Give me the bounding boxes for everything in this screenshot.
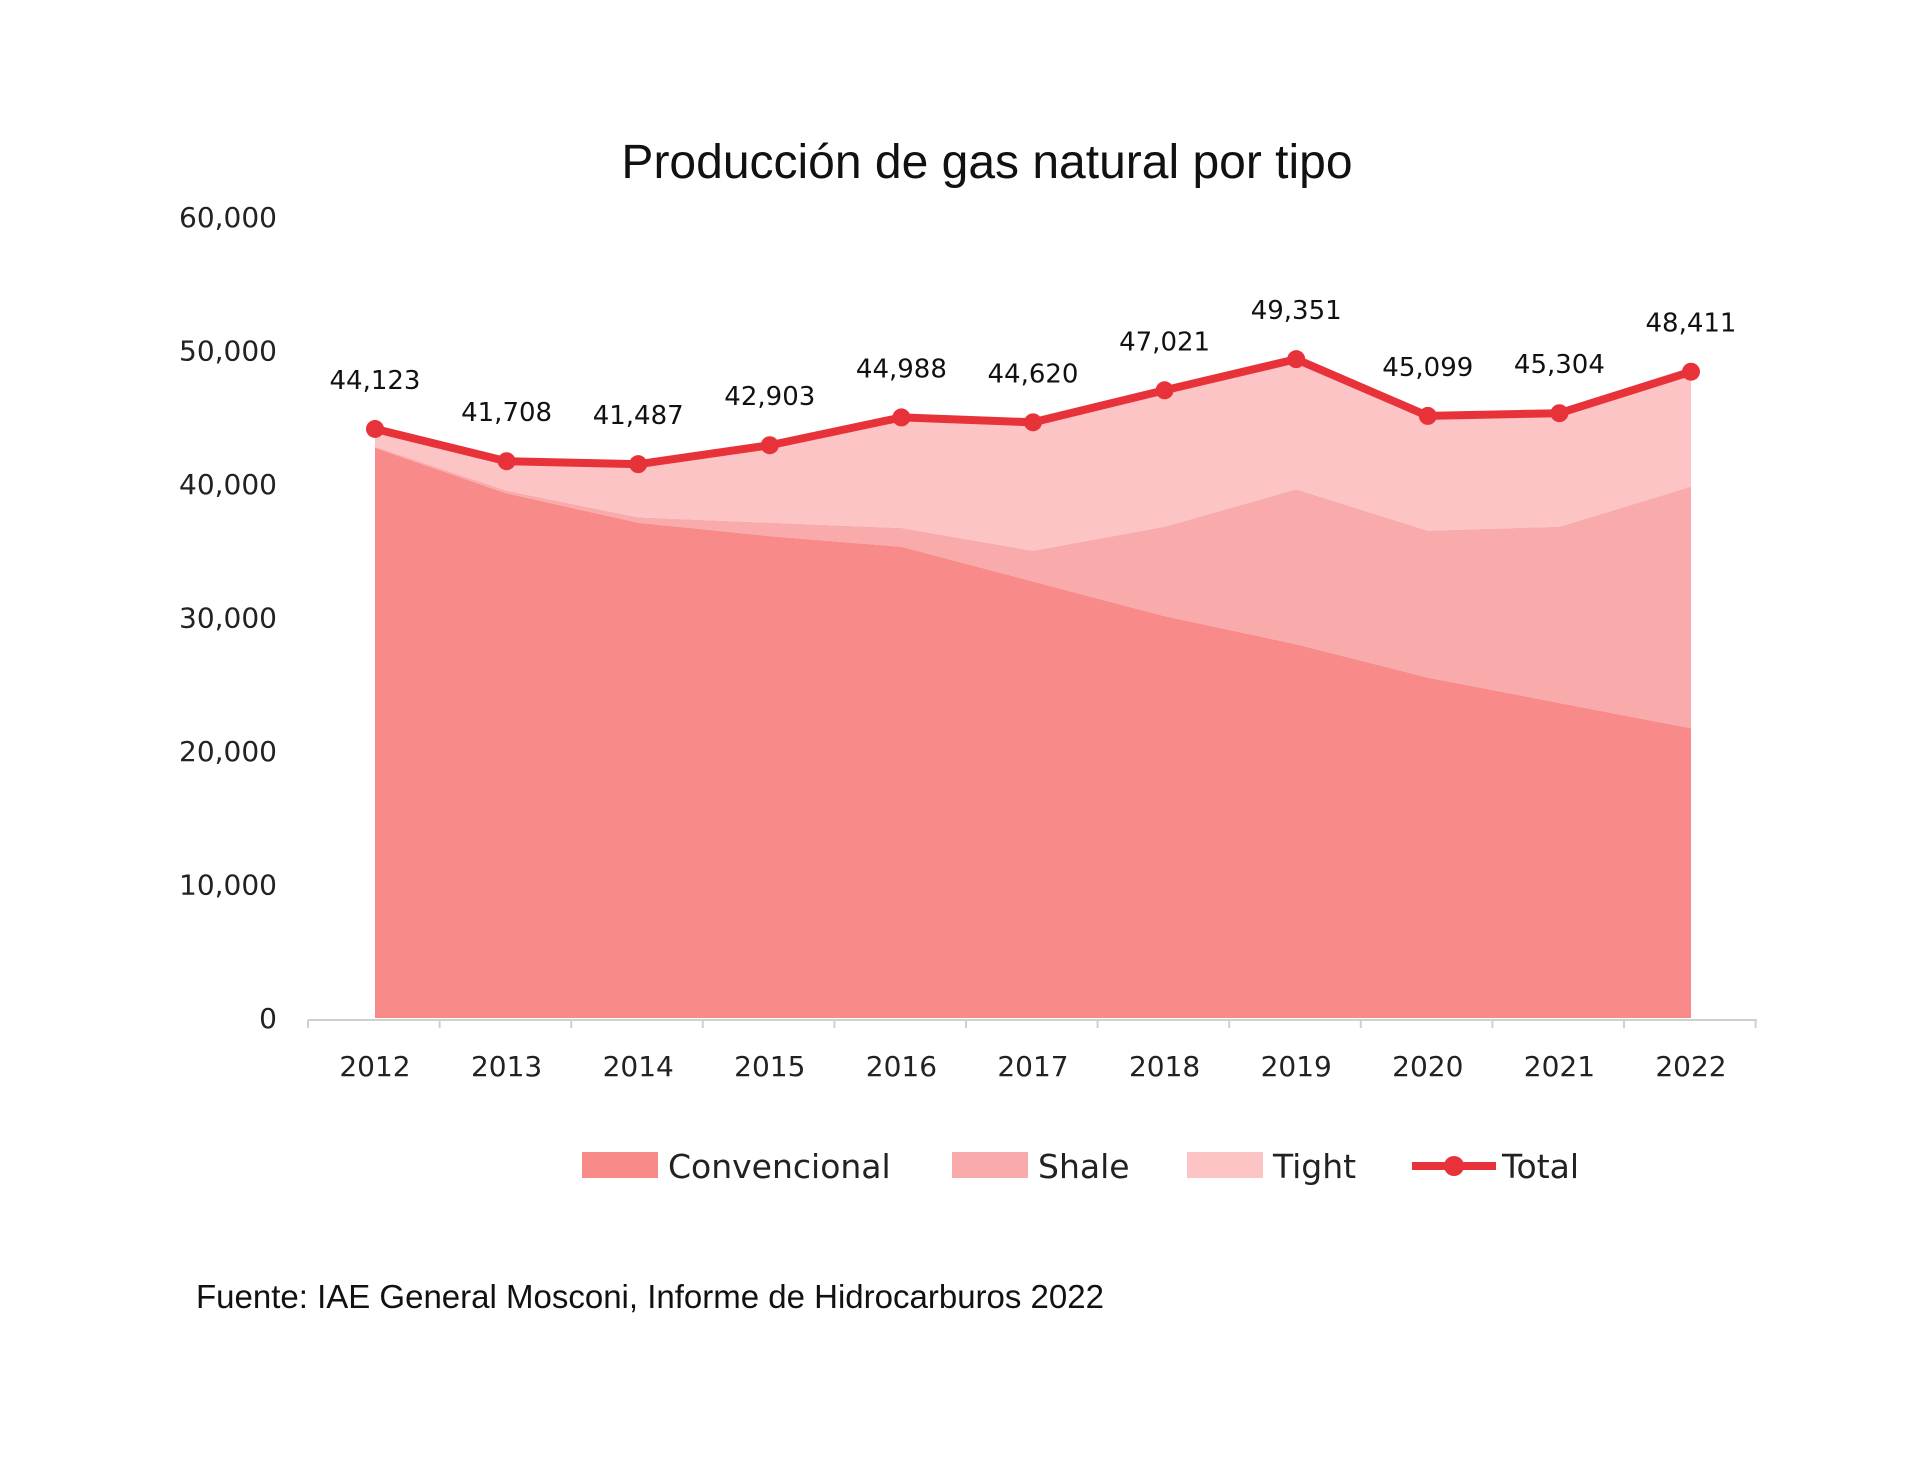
x-tick-label: 2019 <box>1261 1050 1332 1083</box>
y-tick-label: 0 <box>259 1002 277 1035</box>
data-label: 41,487 <box>593 401 684 431</box>
data-label: 45,099 <box>1382 353 1473 383</box>
total-point <box>366 419 384 438</box>
data-label: 44,620 <box>988 359 1079 389</box>
legend-swatch <box>952 1152 1028 1178</box>
y-tick-label: 20,000 <box>179 735 277 768</box>
data-label: 45,304 <box>1514 350 1605 380</box>
x-tick-label: 2012 <box>339 1050 410 1083</box>
total-point <box>892 408 911 427</box>
total-line: 44,123 41,708 41,487 42,903 44,988 44,620 47,0… <box>330 296 1737 474</box>
total-point <box>1024 413 1042 432</box>
total-point <box>1287 350 1306 369</box>
data-label: 48,411 <box>1646 309 1737 339</box>
legend-item-tight: Tight <box>1187 1147 1356 1186</box>
x-tick-label: 2014 <box>603 1050 674 1083</box>
data-label: 44,123 <box>330 366 421 396</box>
legend-item-total: Total <box>1412 1147 1579 1186</box>
area-tight <box>375 359 1691 551</box>
x-tick-label: 2015 <box>734 1050 805 1083</box>
data-label: 44,988 <box>856 354 947 384</box>
legend-item-shale: Shale <box>952 1147 1130 1186</box>
total-point <box>629 455 648 474</box>
x-tick-label: 2022 <box>1655 1050 1726 1083</box>
y-tick-label: 50,000 <box>179 335 277 368</box>
total-point <box>1418 406 1437 425</box>
total-point <box>1682 362 1700 381</box>
y-tick-label: 60,000 <box>179 201 277 234</box>
legend-label: Total <box>1501 1147 1579 1186</box>
data-label: 42,903 <box>724 382 815 412</box>
data-label: 49,351 <box>1251 296 1342 326</box>
area-shale <box>375 446 1691 729</box>
areas <box>375 359 1691 1019</box>
total-point <box>760 436 779 455</box>
y-tick-label: 10,000 <box>179 869 277 902</box>
total-point <box>1155 381 1174 400</box>
legend-swatch <box>582 1152 658 1178</box>
area-convencional <box>375 447 1691 1019</box>
x-tick-label: 2016 <box>866 1050 937 1083</box>
chart-title: Producción de gas natural por tipo <box>621 136 1352 189</box>
x-tick-label: 2017 <box>997 1050 1068 1083</box>
x-tick-label: 2013 <box>471 1050 542 1083</box>
legend: Convencional Shale Tight Total <box>582 1147 1579 1186</box>
x-tick-label: 2018 <box>1129 1050 1200 1083</box>
total-point <box>497 452 516 471</box>
x-tick-label: 2021 <box>1524 1050 1595 1083</box>
legend-item-convencional: Convencional <box>582 1147 891 1186</box>
x-tick-label: 2020 <box>1392 1050 1463 1083</box>
y-tick-label: 40,000 <box>179 468 277 501</box>
data-label: 47,021 <box>1119 327 1210 357</box>
legend-label: Convencional <box>668 1147 891 1186</box>
data-label: 41,708 <box>461 398 552 428</box>
total-point <box>1550 404 1569 423</box>
legend-label: Shale <box>1038 1147 1130 1186</box>
legend-marker <box>1444 1156 1464 1176</box>
legend-label: Tight <box>1272 1147 1356 1186</box>
y-tick-label: 30,000 <box>179 602 277 635</box>
axes: 2012 2013 2014 2015 2016 2017 2018 2019 2020 2021… <box>179 201 1757 1083</box>
source-note: Fuente: IAE General Mosconi, Informe de … <box>196 1278 1104 1315</box>
legend-swatch <box>1187 1152 1263 1178</box>
